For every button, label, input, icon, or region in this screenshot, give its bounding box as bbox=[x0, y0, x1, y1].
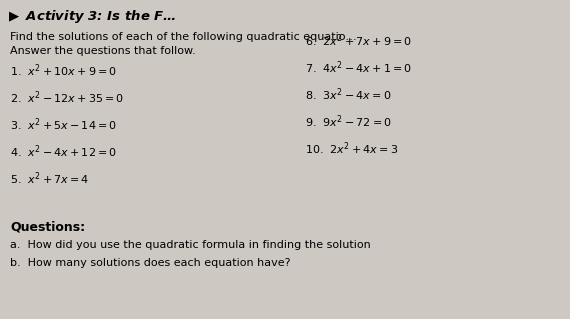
Text: 1.  $x^2 + 10x + 9 = 0$: 1. $x^2 + 10x + 9 = 0$ bbox=[10, 62, 117, 78]
Text: 6.  $2x^2 + 7x + 9 = 0$: 6. $2x^2 + 7x + 9 = 0$ bbox=[305, 32, 412, 48]
Text: $\blacktriangleright$ Activity 3: Is the F…: $\blacktriangleright$ Activity 3: Is the… bbox=[6, 8, 176, 25]
Text: Find the solutions of each of the following quadratic equatio…: Find the solutions of each of the follow… bbox=[10, 32, 357, 42]
Text: Answer the questions that follow.: Answer the questions that follow. bbox=[10, 46, 196, 56]
Text: 3.  $x^2 + 5x - 14 = 0$: 3. $x^2 + 5x - 14 = 0$ bbox=[10, 116, 117, 133]
Text: 8.  $3x^2 - 4x = 0$: 8. $3x^2 - 4x = 0$ bbox=[305, 86, 392, 103]
Text: 2.  $x^2 - 12x + 35 = 0$: 2. $x^2 - 12x + 35 = 0$ bbox=[10, 89, 124, 106]
Text: 7.  $4x^2 - 4x + 1 = 0$: 7. $4x^2 - 4x + 1 = 0$ bbox=[305, 59, 412, 76]
Text: a.  How did you use the quadratic formula in finding the solution: a. How did you use the quadratic formula… bbox=[10, 240, 370, 250]
Text: Questions:: Questions: bbox=[10, 220, 85, 233]
Text: 5.  $x^2 + 7x = 4$: 5. $x^2 + 7x = 4$ bbox=[10, 170, 89, 187]
Text: 10.  $2x^2 + 4x = 3$: 10. $2x^2 + 4x = 3$ bbox=[305, 140, 398, 157]
Text: 9.  $9x^2 - 72 = 0$: 9. $9x^2 - 72 = 0$ bbox=[305, 113, 392, 130]
Text: b.  How many solutions does each equation have?: b. How many solutions does each equation… bbox=[10, 258, 291, 268]
Text: 4.  $x^2 - 4x + 12 = 0$: 4. $x^2 - 4x + 12 = 0$ bbox=[10, 143, 117, 160]
